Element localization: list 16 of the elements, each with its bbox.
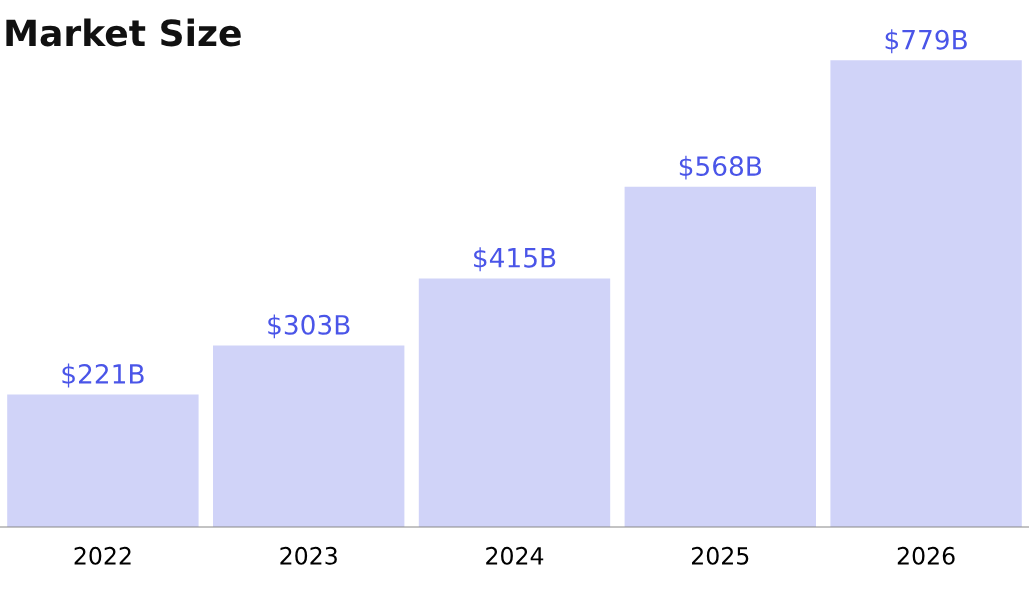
bar xyxy=(213,345,405,527)
bar xyxy=(830,60,1022,527)
data-label: $415B xyxy=(474,247,556,272)
x-tick-label: 2026 xyxy=(897,546,955,565)
chart-title: Market Size xyxy=(6,18,241,47)
bar xyxy=(624,186,816,527)
data-label: $303B xyxy=(268,314,350,339)
bar xyxy=(7,394,199,527)
data-label: $221B xyxy=(62,363,144,388)
x-tick-label: 2022 xyxy=(74,546,131,565)
data-label: $779B xyxy=(885,29,967,54)
x-tick-label: 2024 xyxy=(486,546,544,565)
data-label: $568B xyxy=(679,155,762,180)
x-tick-label: 2025 xyxy=(691,546,749,565)
bar xyxy=(418,278,611,527)
x-tick-label: 2023 xyxy=(280,546,337,565)
